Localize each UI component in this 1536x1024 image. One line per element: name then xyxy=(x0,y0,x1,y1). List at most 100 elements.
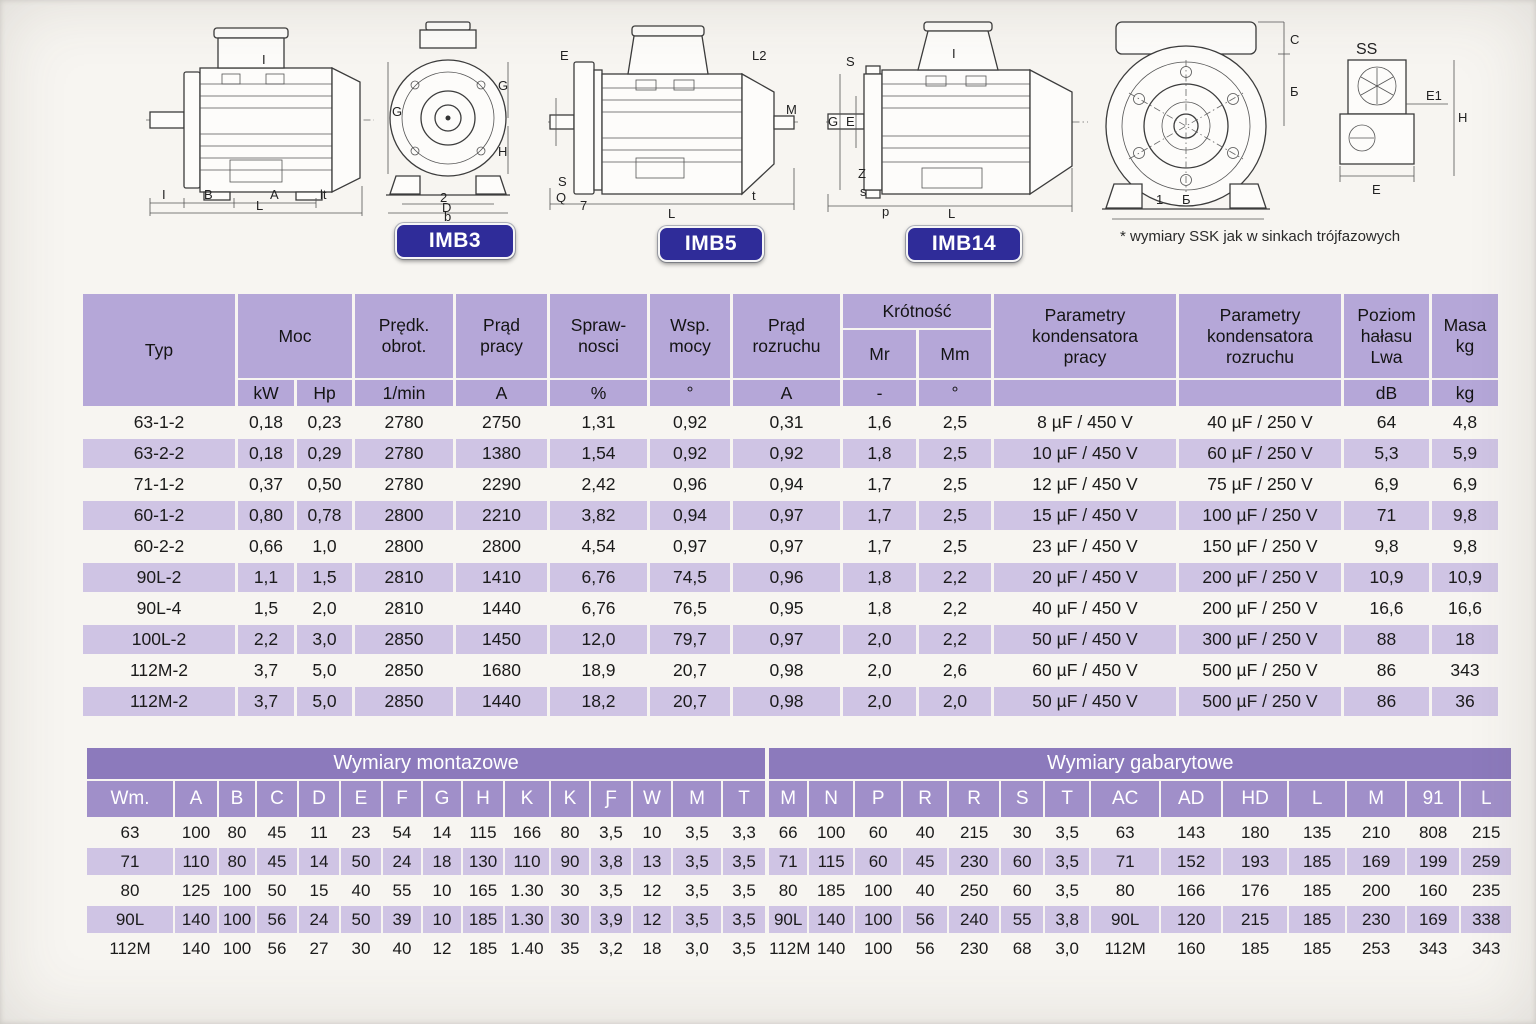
motor-shaft xyxy=(149,111,185,129)
cell-kondensator-rozruchu: 300 µF / 250 V xyxy=(1179,625,1341,654)
cell: 120 xyxy=(1161,906,1222,933)
cell-prad-rozruchu: 0,97 xyxy=(733,501,840,530)
cell-m: 66 xyxy=(778,822,798,842)
cell: 130 xyxy=(463,848,503,875)
dim-row: 80 125 100 50 15 40 55 10 165 1.30 30 3,… xyxy=(87,877,765,904)
dim-label: 7 xyxy=(580,198,587,213)
cell-prad-rozruchu: 0,92 xyxy=(733,439,840,468)
cell: 13 xyxy=(633,848,671,875)
unit-deg: ° xyxy=(650,380,730,406)
dim-col-header: S xyxy=(1001,781,1044,817)
spec-row: 60-2-2 0,66 1,0 2800 2800 4,54 0,97 0,97… xyxy=(83,532,1498,561)
cell-predk: 2780 xyxy=(384,412,424,432)
cell-masa: 9,8 xyxy=(1452,536,1478,556)
cell: 100 xyxy=(816,822,846,842)
cell-kondensator-pracy: 12 µF / 450 V xyxy=(1032,474,1138,494)
cell-prad-pracy: 1680 xyxy=(482,660,521,680)
cell: 230 xyxy=(1347,906,1406,933)
cell: 343 xyxy=(1418,938,1448,958)
cell: 100 xyxy=(219,906,255,933)
cell-prad-pracy: 1440 xyxy=(456,687,547,716)
cell: 100 xyxy=(222,938,252,958)
dim-col-header: R xyxy=(949,781,1000,817)
unit-kg: kg xyxy=(1432,380,1498,406)
cell-predk: 2810 xyxy=(384,598,424,618)
dim-col-header: T xyxy=(1045,781,1090,817)
dim-col-header: Wm. xyxy=(87,781,173,817)
cell-wm: 71 xyxy=(87,848,173,875)
cell-mr: 1,8 xyxy=(867,598,892,618)
spec-row: 90L-2 1,1 1,5 2810 1410 6,76 74,5 0,96 1… xyxy=(83,563,1498,592)
cell: 143 xyxy=(1176,822,1206,842)
cell: 115 xyxy=(809,848,854,875)
dim-row: 90L 140 100 56 240 55 3,8 90L 120 215 18… xyxy=(769,906,1512,933)
col-header-krotnosc: Krótność xyxy=(843,294,991,328)
motor-shaft-rear xyxy=(773,115,795,130)
dim-label: I xyxy=(262,52,266,67)
cell: 210 xyxy=(1361,822,1391,842)
cell-wm: 80 xyxy=(120,880,140,900)
dim-label: s xyxy=(860,184,867,199)
cell-wsp-mocy: 79,7 xyxy=(650,625,730,654)
dim-label: A xyxy=(270,187,279,202)
cell: 185 xyxy=(816,880,846,900)
unit-deg2: ° xyxy=(919,380,991,406)
imb5-side-view-drawing: E S Q 7 L L2 M t xyxy=(548,25,798,220)
cell-poziom: 16,6 xyxy=(1369,598,1404,618)
cell-kondensator-rozruchu: 40 µF / 250 V xyxy=(1207,412,1313,432)
dim-label: Q xyxy=(556,190,566,205)
imb3-badge: IMB3 xyxy=(395,223,515,259)
cell-m: 71 xyxy=(769,848,808,875)
cell: 3,8 xyxy=(1045,906,1090,933)
unit-kw: kW xyxy=(238,380,294,406)
cell-kw: 0,66 xyxy=(248,536,284,556)
dim-label: Б xyxy=(1182,192,1191,207)
ss-label: SS xyxy=(1356,41,1377,58)
dim-col-header: F xyxy=(383,781,421,817)
dim-label: Z xyxy=(858,166,866,181)
cell-poziom: 64 xyxy=(1376,412,1397,432)
cell-hp: 1,0 xyxy=(312,536,337,556)
cell-typ: 90L-4 xyxy=(136,598,182,618)
cell-kondensator-rozruchu: 500 µF / 250 V xyxy=(1179,687,1341,716)
cell-mr: 1,7 xyxy=(843,501,916,530)
dim-label: 2 xyxy=(440,190,447,205)
cell: 1.40 xyxy=(510,938,544,958)
cell-mm: 2,5 xyxy=(942,474,968,494)
imb3-side-view-drawing: I I B A lt L xyxy=(146,27,374,216)
cell-mm: 2,5 xyxy=(942,412,968,432)
cell: 3,5 xyxy=(732,938,756,958)
cell: 30 xyxy=(1012,822,1032,842)
cell: 40 xyxy=(351,880,371,900)
cell: 12 xyxy=(432,938,452,958)
dim-row: 66 100 60 40 215 30 3,5 63 143 180 135 2… xyxy=(769,819,1511,846)
cell: 60 xyxy=(1001,848,1044,875)
cell-kondensator-pracy: 60 µF / 450 V xyxy=(1032,660,1138,680)
cell: 1.30 xyxy=(505,906,549,933)
cell-prad-rozruchu: 0,98 xyxy=(769,660,804,680)
cell-prad-rozruchu: 0,97 xyxy=(769,536,804,556)
dim-col-header: 91 xyxy=(1407,781,1460,817)
cell-masa: 6,9 xyxy=(1452,474,1478,494)
dim-label: t xyxy=(752,188,756,203)
col-header-wsp-mocy: Wsp. mocy xyxy=(650,294,730,378)
cell: 125 xyxy=(181,880,211,900)
cell-wsp-mocy: 74,5 xyxy=(650,563,730,592)
cell: 230 xyxy=(959,938,989,958)
cell-kondensator-pracy: 20 µF / 450 V xyxy=(994,563,1176,592)
dim-row: 112M 140 100 56 27 30 40 12 185 1.40 35 … xyxy=(87,935,765,962)
col-header-sprawnosc: Spraw- nosci xyxy=(550,294,647,378)
motor-body xyxy=(199,67,333,193)
cell-masa: 18 xyxy=(1432,625,1498,654)
cell-wsp-mocy: 0,97 xyxy=(672,536,708,556)
cell: 30 xyxy=(551,906,589,933)
dim-col-header: N xyxy=(809,781,854,817)
cell: 3,3 xyxy=(732,822,756,842)
cell-mm: 2,0 xyxy=(919,687,991,716)
dim-label: I xyxy=(162,187,166,202)
cell-sprawnosc: 3,82 xyxy=(550,501,647,530)
cell: 40 xyxy=(915,880,935,900)
cell-wm: 90L xyxy=(87,906,173,933)
cell: 166 xyxy=(512,822,542,842)
cell: 3,8 xyxy=(591,848,631,875)
